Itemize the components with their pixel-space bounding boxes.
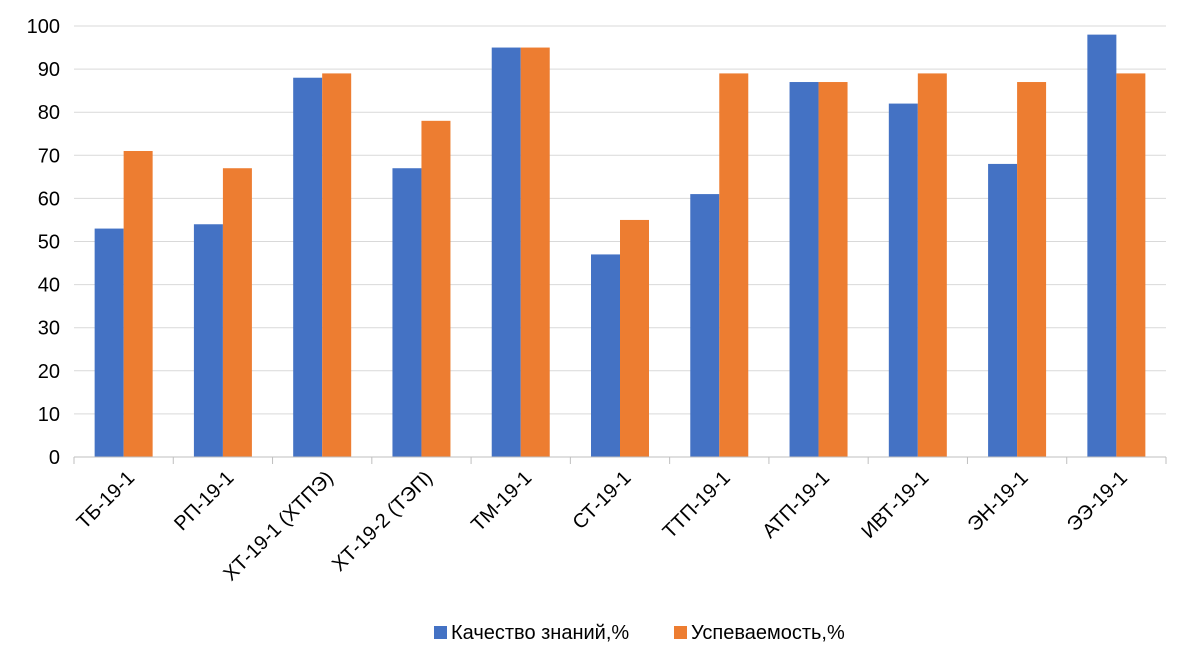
bar-performance [1116, 73, 1146, 457]
x-tick-label: АТП-19-1 [758, 467, 834, 543]
x-tick-label: ТТП-19-1 [659, 467, 735, 543]
bar-performance [123, 150, 153, 458]
bar-quality [690, 194, 720, 457]
bar-performance [719, 73, 749, 457]
y-tick-label: 100 [27, 16, 60, 38]
x-tick-label: ТБ-19-1 [73, 467, 139, 533]
bar-quality [988, 163, 1018, 458]
bar-quality [1087, 34, 1117, 458]
legend-swatch [434, 626, 447, 639]
axes [73, 456, 1167, 464]
y-tick-labels: 0 10 20 30 40 50 60 70 80 90 100 [27, 16, 60, 469]
bar-performance [917, 73, 947, 457]
y-tick-label: 30 [38, 318, 60, 340]
y-tick-label: 10 [38, 404, 60, 426]
bar-performance [520, 47, 550, 458]
legend-item: Успеваемость,% [674, 622, 845, 644]
x-tick-label: ТМ-19-1 [467, 467, 536, 536]
y-tick-label: 20 [38, 361, 60, 383]
bar-quality [392, 168, 422, 458]
y-tick-label: 60 [38, 188, 60, 210]
bar-quality [193, 224, 223, 457]
bar-quality [94, 228, 124, 457]
legend-label: Успеваемость,% [691, 622, 845, 644]
legend-item: Качество знаний,% [434, 622, 629, 644]
bar-quality [491, 47, 521, 458]
bar-performance [322, 73, 352, 457]
x-tick-label: ХТ-19-2 (ТЭП) [328, 467, 437, 576]
y-tick-label: 90 [38, 59, 60, 81]
y-tick-label: 80 [38, 102, 60, 124]
y-tick-label: 40 [38, 275, 60, 297]
x-tick-labels: ТБ-19-1 РП-19-1ХТ-19-1 (ХТПЭ)ХТ-19-2 (ТЭП… [73, 467, 1132, 585]
bar-performance [421, 120, 451, 457]
x-tick-label: СТ-19-1 [569, 467, 636, 534]
bars [94, 34, 1146, 458]
y-tick-label: 70 [38, 145, 60, 167]
y-tick-label: 0 [49, 447, 60, 469]
bar-performance [222, 168, 252, 458]
bar-quality [888, 103, 918, 457]
y-tick-label: 50 [38, 232, 60, 254]
legend: Качество знаний,% Успеваемость,% [434, 622, 845, 644]
x-tick-label: РП-19-1 [170, 467, 238, 535]
x-tick-label: ИВТ-19-1 [857, 467, 933, 543]
x-tick-label: ХТ-19-1 (ХТПЭ) [219, 467, 337, 585]
bar-quality [591, 254, 620, 457]
legend-swatch [674, 626, 687, 639]
bar-quality [789, 82, 819, 457]
bar-performance [620, 219, 649, 457]
x-tick-label: ЭН-19-1 [964, 467, 1033, 536]
legend-label: Качество знаний,% [451, 622, 629, 644]
bar-performance [818, 82, 848, 457]
x-tick-label: ЭЭ-19-1 [1063, 467, 1132, 536]
bar-performance [1017, 82, 1047, 457]
bar-quality [293, 77, 323, 457]
